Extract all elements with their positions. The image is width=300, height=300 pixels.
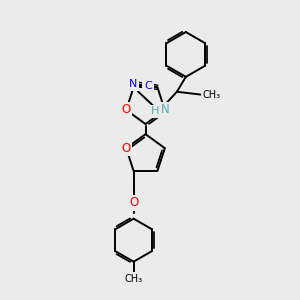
Text: C: C (144, 81, 152, 91)
Text: N: N (160, 103, 169, 116)
Text: O: O (122, 103, 131, 116)
Text: O: O (122, 142, 131, 155)
Text: O: O (129, 196, 138, 209)
Text: HN: HN (151, 106, 167, 116)
Text: N: N (129, 79, 138, 89)
Text: CH₃: CH₃ (124, 274, 142, 284)
Text: CH₃: CH₃ (202, 90, 220, 100)
